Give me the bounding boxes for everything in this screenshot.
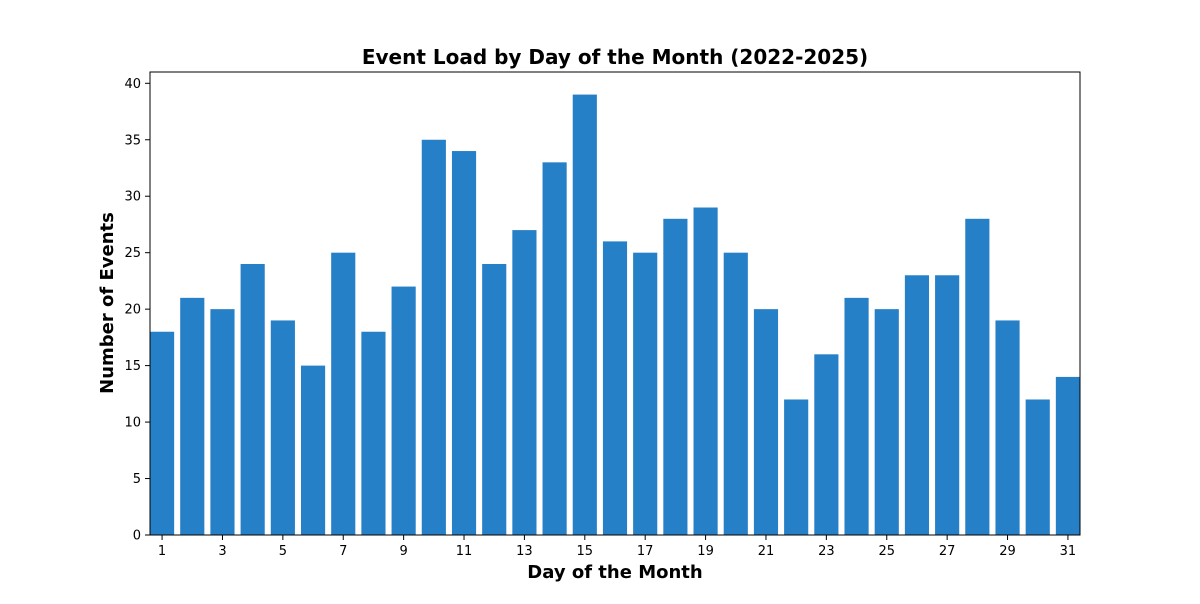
chart-title: Event Load by Day of the Month (2022-202…: [362, 45, 868, 69]
bar-day-28: [965, 218, 990, 535]
bar-day-13: [512, 230, 537, 535]
x-tick-label: 15: [577, 544, 594, 559]
bar-day-3: [210, 309, 235, 535]
bar-day-29: [995, 320, 1020, 535]
bar-day-15: [572, 94, 597, 536]
x-tick-label: 5: [279, 544, 287, 559]
bar-day-10: [421, 139, 446, 535]
bar-day-27: [935, 275, 960, 535]
y-tick-label: 5: [133, 472, 141, 487]
y-axis-ticks: 0 5 10 15 20 25 30 35 40: [124, 77, 150, 544]
y-tick-label: 20: [124, 303, 141, 318]
x-tick-label: 1: [158, 544, 166, 559]
bar-day-31: [1055, 376, 1080, 535]
x-tick-label: 17: [637, 544, 654, 559]
bar-day-5: [270, 320, 295, 535]
bar-day-20: [723, 252, 748, 535]
bar-day-8: [361, 331, 386, 535]
bar-day-25: [874, 309, 899, 535]
bar-day-7: [331, 252, 356, 535]
x-tick-label: 11: [456, 544, 473, 559]
bar-day-1: [150, 331, 175, 535]
bar-day-18: [663, 218, 688, 535]
bars-group: [150, 94, 1080, 536]
bar-day-9: [391, 286, 416, 535]
y-tick-label: 40: [124, 77, 141, 92]
x-tick-label: 25: [878, 544, 895, 559]
x-tick-label: 27: [939, 544, 956, 559]
x-tick-label: 29: [999, 544, 1016, 559]
x-axis-label: Day of the Month: [527, 562, 702, 583]
bar-day-12: [482, 263, 507, 535]
y-tick-label: 35: [124, 133, 141, 148]
y-tick-label: 0: [133, 529, 141, 544]
x-tick-label: 9: [399, 544, 407, 559]
x-tick-label: 3: [218, 544, 226, 559]
x-tick-label: 23: [818, 544, 835, 559]
bar-day-26: [904, 275, 930, 535]
bar-day-21: [753, 309, 779, 535]
bar-day-11: [451, 151, 477, 536]
x-tick-label: 19: [697, 544, 714, 559]
bar-day-6: [300, 365, 326, 535]
x-tick-label: 31: [1060, 544, 1077, 559]
bar-day-24: [844, 297, 869, 535]
bar-day-23: [814, 354, 839, 535]
bar-day-19: [693, 207, 718, 535]
x-tick-label: 7: [339, 544, 347, 559]
x-tick-label: 21: [758, 544, 775, 559]
bar-day-2: [180, 297, 205, 535]
y-tick-label: 15: [124, 359, 141, 374]
y-axis-label: Number of Events: [97, 212, 118, 394]
bar-day-30: [1025, 399, 1050, 535]
plot-frame: [149, 71, 1081, 536]
y-tick-label: 25: [124, 246, 141, 261]
y-tick-label: 10: [124, 416, 141, 431]
bar-day-17: [633, 252, 658, 535]
bar-day-4: [240, 263, 265, 535]
bar-day-14: [542, 162, 567, 535]
x-axis-ticks: 1 3 5 7 9 11 13 15 17 19 21 23 25 27 29 31: [158, 535, 1076, 559]
bar-day-16: [602, 241, 628, 535]
y-tick-label: 30: [124, 190, 141, 205]
x-tick-label: 13: [516, 544, 533, 559]
bar-day-22: [784, 399, 809, 535]
